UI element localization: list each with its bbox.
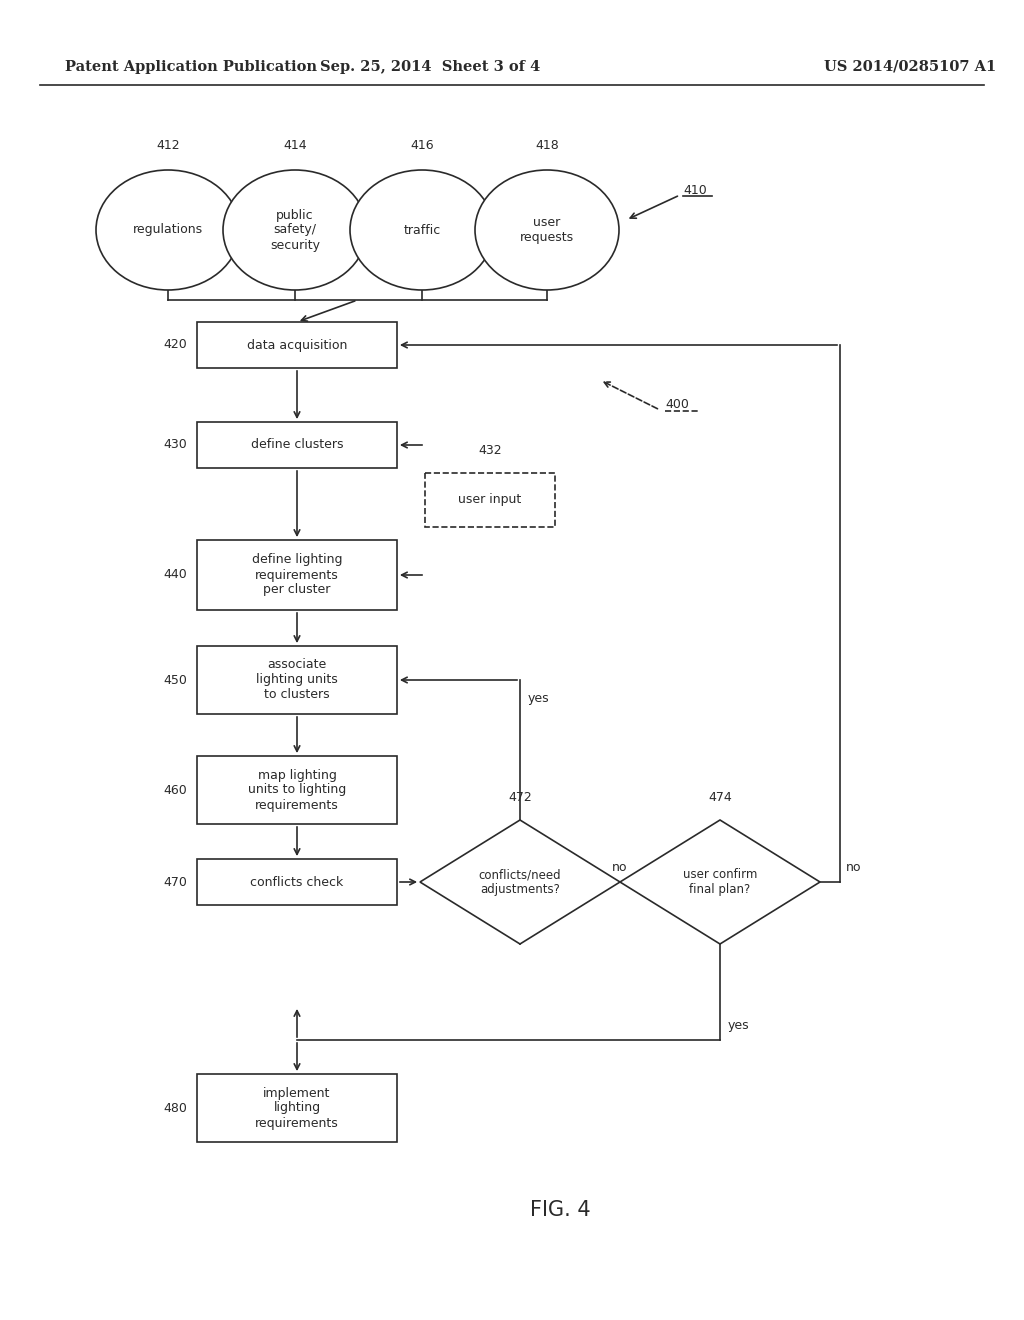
Text: implement
lighting
requirements: implement lighting requirements: [255, 1086, 339, 1130]
Text: associate
lighting units
to clusters: associate lighting units to clusters: [256, 659, 338, 701]
Text: 432: 432: [478, 444, 502, 457]
Text: 418: 418: [536, 139, 559, 152]
Ellipse shape: [350, 170, 494, 290]
Text: 410: 410: [683, 183, 707, 197]
Polygon shape: [420, 820, 620, 944]
FancyBboxPatch shape: [197, 645, 397, 714]
Text: 440: 440: [163, 569, 187, 582]
Text: 414: 414: [284, 139, 307, 152]
Text: yes: yes: [528, 692, 550, 705]
Text: 470: 470: [163, 875, 187, 888]
Text: conflicts check: conflicts check: [251, 875, 344, 888]
Text: 420: 420: [163, 338, 187, 351]
FancyBboxPatch shape: [197, 756, 397, 824]
Text: map lighting
units to lighting
requirements: map lighting units to lighting requireme…: [248, 768, 346, 812]
Text: data acquisition: data acquisition: [247, 338, 347, 351]
Ellipse shape: [96, 170, 240, 290]
FancyBboxPatch shape: [197, 1074, 397, 1142]
FancyBboxPatch shape: [197, 422, 397, 469]
Text: Patent Application Publication: Patent Application Publication: [65, 59, 317, 74]
Ellipse shape: [223, 170, 367, 290]
Text: no: no: [612, 861, 628, 874]
Text: user
requests: user requests: [520, 216, 574, 244]
Text: FIG. 4: FIG. 4: [529, 1200, 590, 1220]
Text: 450: 450: [163, 673, 187, 686]
Text: Sep. 25, 2014  Sheet 3 of 4: Sep. 25, 2014 Sheet 3 of 4: [319, 59, 540, 74]
Text: no: no: [846, 861, 861, 874]
Text: 400: 400: [665, 399, 689, 412]
Text: conflicts/need
adjustments?: conflicts/need adjustments?: [478, 869, 561, 896]
Text: define lighting
requirements
per cluster: define lighting requirements per cluster: [252, 553, 342, 597]
FancyBboxPatch shape: [197, 859, 397, 906]
Text: US 2014/0285107 A1: US 2014/0285107 A1: [824, 59, 996, 74]
Text: user input: user input: [459, 494, 521, 507]
Text: 460: 460: [163, 784, 187, 796]
Ellipse shape: [475, 170, 618, 290]
Text: public
safety/
security: public safety/ security: [270, 209, 319, 252]
Text: yes: yes: [728, 1019, 750, 1032]
Text: 430: 430: [163, 438, 187, 451]
FancyBboxPatch shape: [425, 473, 555, 527]
Text: 416: 416: [411, 139, 434, 152]
FancyBboxPatch shape: [197, 322, 397, 368]
Polygon shape: [620, 820, 820, 944]
Text: 472: 472: [508, 791, 531, 804]
Text: 412: 412: [157, 139, 180, 152]
FancyBboxPatch shape: [197, 540, 397, 610]
Text: define clusters: define clusters: [251, 438, 343, 451]
Text: 474: 474: [709, 791, 732, 804]
Text: regulations: regulations: [133, 223, 203, 236]
Text: user confirm
final plan?: user confirm final plan?: [683, 869, 757, 896]
Text: 480: 480: [163, 1101, 187, 1114]
Text: traffic: traffic: [403, 223, 440, 236]
